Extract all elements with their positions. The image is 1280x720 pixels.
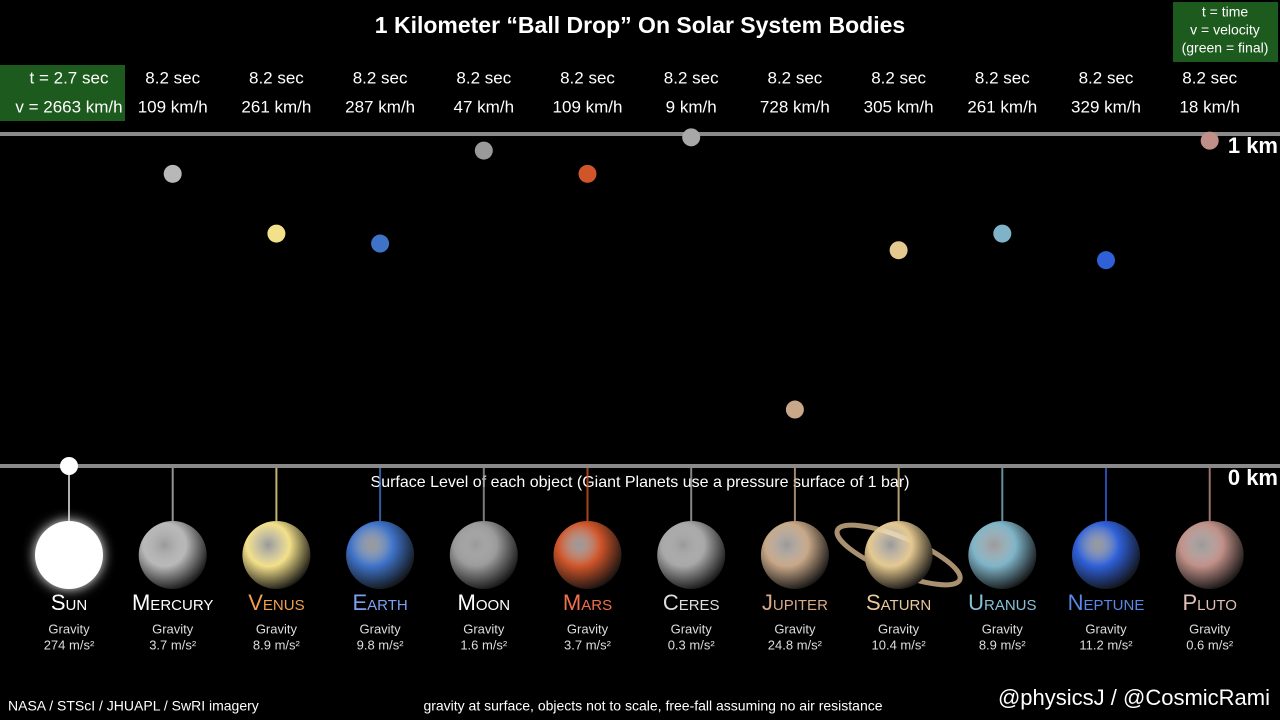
gravity: 9.8 m/s²	[357, 637, 405, 652]
title: 1 Kilometer “Ball Drop” On Solar System …	[375, 12, 905, 38]
gravity-label: Gravity	[1189, 621, 1231, 636]
body-name: Pluto	[1182, 590, 1236, 615]
gravity: 8.9 m/s²	[979, 637, 1027, 652]
gravity: 3.7 m/s²	[149, 637, 197, 652]
ball	[1200, 131, 1219, 150]
legend-box	[1173, 2, 1278, 62]
gravity-label: Gravity	[878, 621, 920, 636]
ball	[785, 400, 804, 419]
legend-line: v = velocity	[1190, 22, 1260, 38]
gravity-label: Gravity	[152, 621, 194, 636]
gravity: 10.4 m/s²	[872, 637, 927, 652]
time: 8.2 sec	[871, 68, 926, 87]
ball	[60, 457, 78, 475]
ball	[993, 224, 1012, 243]
gravity: 24.8 m/s²	[768, 637, 823, 652]
legend-line: t = time	[1202, 4, 1249, 20]
ball	[371, 234, 390, 253]
velocity: 261 km/h	[967, 97, 1037, 116]
velocity: 261 km/h	[241, 97, 311, 116]
ball	[474, 141, 493, 160]
velocity: 329 km/h	[1071, 97, 1141, 116]
legend-line: (green = final)	[1182, 40, 1269, 56]
time: 8.2 sec	[1182, 68, 1237, 87]
body-name: Moon	[458, 590, 511, 615]
globe	[553, 521, 622, 589]
gravity-label: Gravity	[774, 621, 816, 636]
gravity: 0.3 m/s²	[668, 637, 716, 652]
time: 8.2 sec	[767, 68, 822, 87]
ball	[267, 224, 286, 243]
time: 8.2 sec	[249, 68, 304, 87]
time: 8.2 sec	[664, 68, 719, 87]
body-name: Mars	[563, 590, 612, 615]
ball	[578, 164, 597, 183]
handle: @physicsJ / @CosmicRami	[998, 685, 1270, 710]
gravity: 11.2 m/s²	[1079, 637, 1133, 652]
velocity: 728 km/h	[760, 97, 830, 116]
velocity: 109 km/h	[138, 97, 208, 116]
level-label: 1 km	[1228, 133, 1278, 158]
time: 8.2 sec	[456, 68, 511, 87]
time: 8.2 sec	[145, 68, 200, 87]
ball	[1097, 251, 1115, 270]
footnote: gravity at surface, objects not to scale…	[423, 698, 882, 714]
globe	[138, 521, 207, 589]
gravity: 3.7 m/s²	[564, 637, 612, 652]
gravity-label: Gravity	[671, 621, 713, 636]
gravity-label: Gravity	[463, 621, 505, 636]
gravity-label: Gravity	[1085, 621, 1127, 636]
body-name: Neptune	[1068, 590, 1145, 615]
body-name: Uranus	[968, 590, 1036, 615]
gravity-label: Gravity	[360, 621, 402, 636]
body-name: Ceres	[663, 590, 720, 615]
globe	[864, 521, 933, 589]
body-name: Mercury	[132, 590, 213, 615]
velocity: 287 km/h	[345, 97, 415, 116]
velocity: 109 km/h	[553, 97, 623, 116]
time: 8.2 sec	[1079, 68, 1134, 87]
globe	[1072, 521, 1140, 589]
gravity: 0.6 m/s²	[1186, 637, 1234, 652]
gravity: 274 m/s²	[44, 637, 95, 652]
body-name: Sun	[51, 590, 87, 615]
credit: NASA / STScI / JHUAPL / SwRI imagery	[8, 698, 259, 714]
ball	[163, 164, 182, 183]
velocity: 305 km/h	[864, 97, 934, 116]
velocity: 18 km/h	[1179, 97, 1239, 116]
final-box	[0, 65, 125, 121]
gravity: 1.6 m/s²	[460, 637, 508, 652]
gravity-label: Gravity	[567, 621, 609, 636]
body-name: Jupiter	[762, 590, 828, 615]
globe	[1175, 521, 1244, 589]
globe	[346, 521, 415, 589]
globe	[242, 521, 311, 589]
globe	[968, 521, 1037, 589]
body-name: Earth	[352, 590, 407, 615]
gravity-label: Gravity	[48, 621, 90, 636]
time: 8.2 sec	[975, 68, 1030, 87]
body-name: Venus	[248, 590, 304, 615]
time: 8.2 sec	[353, 68, 408, 87]
time: 8.2 sec	[560, 68, 615, 87]
level-label: 0 km	[1228, 465, 1278, 490]
time: t = 2.7 sec	[30, 68, 109, 87]
globe	[35, 521, 103, 589]
globe	[760, 521, 829, 589]
velocity: 47 km/h	[454, 97, 514, 116]
gravity: 8.9 m/s²	[253, 637, 301, 652]
gravity-label: Gravity	[982, 621, 1024, 636]
globe	[449, 521, 518, 589]
velocity: 9 km/h	[666, 97, 717, 116]
body-name: Saturn	[866, 590, 931, 615]
ball	[889, 241, 908, 260]
surface-note: Surface Level of each object (Giant Plan…	[371, 474, 910, 491]
velocity: v = 2663 km/h	[15, 97, 122, 116]
gravity-label: Gravity	[256, 621, 298, 636]
ball	[682, 128, 701, 147]
globe	[657, 521, 726, 589]
